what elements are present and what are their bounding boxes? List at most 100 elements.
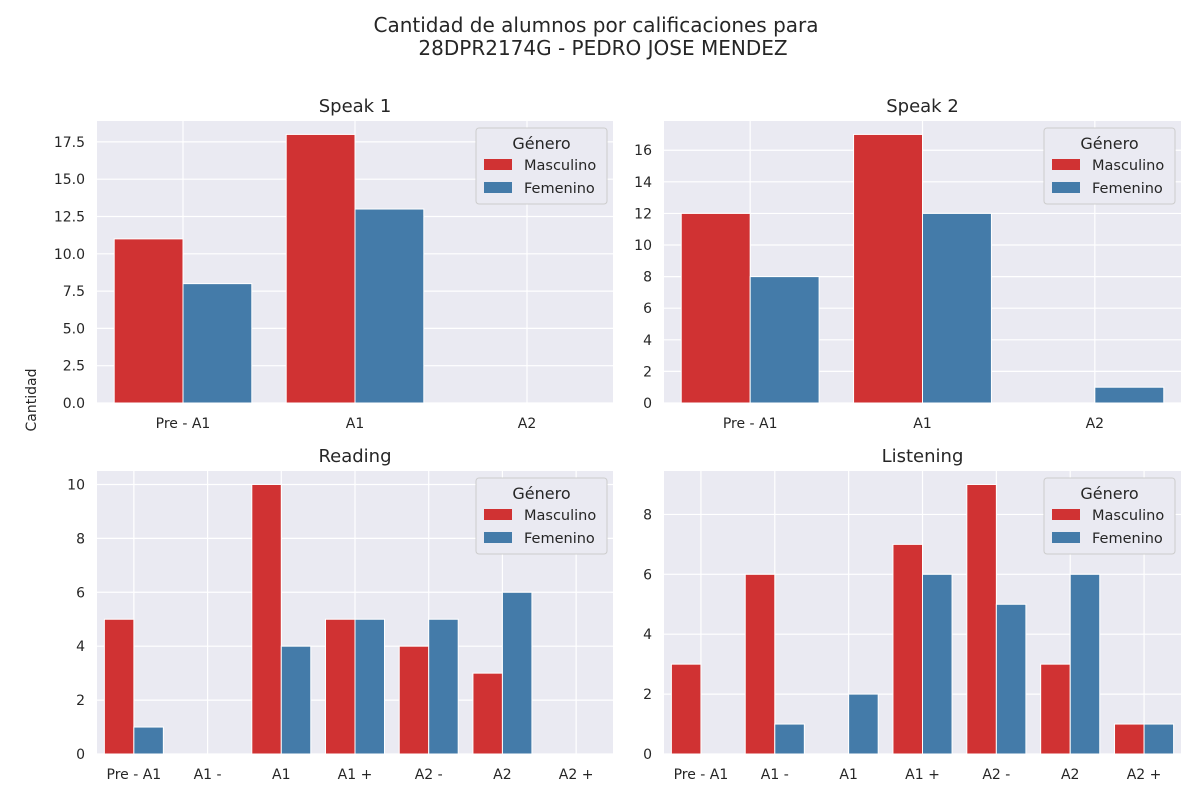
y-tick-label: 2 (643, 364, 652, 380)
legend: Género Masculino Femenino (1043, 127, 1176, 205)
bar-femenino-a2 (428, 618, 459, 755)
y-tick-label: 10 (67, 477, 85, 493)
x-tick-label: A1 + (905, 767, 940, 783)
x-tick-label: Pre - A1 (674, 767, 729, 783)
bar-masculino-a1 (251, 483, 282, 755)
legend: Género Masculino Femenino (475, 477, 608, 555)
y-tick-label: 4 (643, 627, 652, 643)
legend-entry-masculino: Masculino (524, 158, 596, 174)
y-tick-label: 8 (76, 531, 85, 547)
x-tick-label: A2 + (559, 767, 594, 783)
x-tick-label: A1 (346, 416, 364, 432)
y-tick-label: 8 (643, 270, 652, 286)
x-tick-label: A1 - (761, 767, 789, 783)
y-tick-label: 7.5 (63, 284, 85, 300)
bar-masculino-a1 (325, 618, 356, 755)
y-tick-label: 4 (76, 639, 85, 655)
x-tick-label: A2 - (982, 767, 1010, 783)
x-tick-label: Pre - A1 (156, 416, 211, 432)
legend-swatch-masculino (484, 509, 512, 520)
y-tick-label: 2 (643, 687, 652, 703)
bar-femenino-a1 (922, 573, 953, 755)
x-tick-label: A1 (913, 416, 931, 432)
legend-entry-masculino: Masculino (1092, 158, 1164, 174)
bar-femenino-a1 (354, 618, 385, 755)
chart-panel-speak-2: 0 2 4 6 8 10 12 14 16 Pre - A1 A1 A2 Speak 2 Género Ma… (634, 96, 1181, 432)
bar-masculino-a1 (892, 543, 924, 755)
bar-femenino-a2 (1069, 573, 1101, 755)
figure-title-line1: Cantidad de alumnos por calificaciones p… (373, 13, 818, 37)
bar-masculino-a1 (853, 133, 923, 404)
y-tick-label: 2 (76, 693, 85, 709)
x-tick-label: A1 (839, 767, 857, 783)
x-tick-label: A2 - (415, 767, 443, 783)
legend-title: Género (1080, 134, 1138, 153)
legend: Género Masculino Femenino (1043, 477, 1176, 555)
bar-femenino-a1 (922, 212, 992, 404)
chart-panel-reading: 0 2 4 6 8 10 Pre - A1 A1 - A1 A1 + A2 - A2 A2 + Readi… (67, 446, 613, 783)
bar-masculino-a1 (285, 133, 356, 404)
bar-masculino-a1 (744, 573, 776, 755)
x-tick-label: A2 (518, 416, 536, 432)
legend: Género Masculino Femenino (475, 127, 608, 205)
legend-entry-femenino: Femenino (524, 181, 595, 197)
x-tick-label: A2 (1061, 767, 1079, 783)
legend-entry-masculino: Masculino (1092, 508, 1164, 524)
y-tick-label: 12.5 (54, 209, 85, 225)
bar-masculino-pre-a1 (670, 663, 702, 755)
bar-femenino-a2 (1143, 723, 1175, 755)
bar-masculino-pre-a1 (103, 618, 135, 755)
bar-masculino-a2 (966, 483, 997, 755)
x-tick-label: A1 (272, 767, 290, 783)
y-tick-label: 12 (634, 206, 652, 222)
bar-femenino-a1 (354, 208, 425, 404)
bar-masculino-a2 (1114, 723, 1145, 755)
legend-title: Género (512, 134, 570, 153)
y-tick-label: 4 (643, 333, 652, 349)
panel-title: Speak 1 (319, 96, 392, 117)
bar-femenino-pre-a1 (133, 726, 164, 755)
legend-swatch-masculino (1052, 159, 1080, 170)
x-tick-label: A1 - (194, 767, 222, 783)
legend-entry-masculino: Masculino (524, 508, 596, 524)
bar-masculino-a2 (1040, 663, 1071, 755)
y-tick-label: 6 (76, 585, 85, 601)
y-axis-label: Cantidad (24, 369, 40, 432)
bar-masculino-a2 (398, 645, 430, 755)
y-tick-label: 16 (634, 143, 652, 159)
y-tick-label: 15.0 (54, 172, 85, 188)
legend-swatch-femenino (1052, 182, 1080, 193)
bar-femenino-pre-a1 (749, 276, 820, 404)
bar-femenino-a2 (995, 603, 1027, 755)
bar-femenino-a1 (848, 693, 879, 755)
x-tick-label: Pre - A1 (107, 767, 162, 783)
y-tick-label: 17.5 (54, 135, 85, 151)
x-tick-label: A2 (1086, 416, 1104, 432)
bar-masculino-pre-a1 (680, 212, 751, 404)
legend-swatch-masculino (1052, 509, 1080, 520)
legend-swatch-femenino (484, 182, 512, 193)
y-tick-label: 14 (634, 175, 652, 191)
y-tick-label: 0 (643, 747, 652, 763)
chart-panel-listening: 0 2 4 6 8 Pre - A1 A1 - A1 A1 + A2 - A2 A2 + Listeni… (643, 446, 1181, 783)
y-tick-label: 0 (643, 396, 652, 412)
figure-title-line2: 28DPR2174G - PEDRO JOSE MENDEZ (418, 36, 787, 60)
x-tick-label: A1 + (338, 767, 373, 783)
y-tick-label: 5.0 (63, 321, 85, 337)
panel-title: Reading (318, 446, 391, 467)
legend-entry-femenino: Femenino (1092, 531, 1163, 547)
panel-title: Speak 2 (886, 96, 959, 117)
chart-panel-speak-1: 0.0 2.5 5.0 7.5 10.0 12.5 15.0 17.5 Pre - A1 A1 A2… (54, 96, 613, 432)
bar-femenino-a1 (280, 645, 312, 755)
y-tick-label: 0 (76, 747, 85, 763)
y-tick-label: 6 (643, 301, 652, 317)
panel-title: Listening (882, 446, 964, 467)
y-tick-label: 10.0 (54, 247, 85, 263)
legend-swatch-femenino (1052, 532, 1080, 543)
legend-swatch-masculino (484, 159, 512, 170)
bar-femenino-pre-a1 (182, 283, 253, 404)
legend-swatch-femenino (484, 532, 512, 543)
y-tick-label: 2.5 (63, 359, 85, 375)
